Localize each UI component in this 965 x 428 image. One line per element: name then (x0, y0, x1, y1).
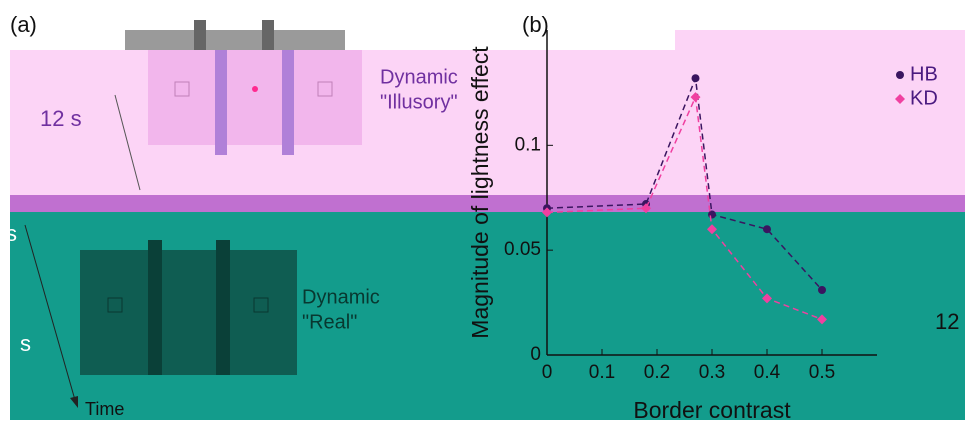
panel-label: (b) (522, 12, 549, 37)
condition: Dynamic (302, 286, 380, 308)
legend-label: KD (910, 87, 938, 109)
y-axis-label: Magnitude of lightness effect (467, 46, 493, 339)
top-band-ext (675, 30, 965, 50)
x-tick-label: 0 (542, 362, 553, 383)
x-tick-label: 0.1 (589, 362, 615, 383)
condition: Dynamic (380, 66, 458, 88)
fragment: s (20, 331, 31, 356)
legend-label: HB (910, 63, 938, 85)
marker (818, 286, 826, 294)
stimulus-bar (148, 240, 162, 375)
post (262, 20, 274, 50)
y-tick-label: 0 (530, 344, 541, 365)
post (194, 20, 206, 50)
fragment: 12 (935, 309, 959, 334)
condition: "Real" (302, 311, 357, 333)
time-label: Time (85, 399, 124, 419)
x-tick-label: 0.5 (809, 362, 835, 383)
y-tick-label: 0.1 (515, 134, 541, 155)
marker (708, 211, 716, 219)
duration: 12 s (40, 106, 82, 131)
figure: (a) 12 s s s Dynamic "Illusory" Dynamic … (0, 0, 965, 428)
stimulus-bar (215, 50, 227, 155)
stimulus (148, 50, 362, 145)
x-tick-label: 0.3 (699, 362, 725, 383)
stimulus-bar (282, 50, 294, 155)
marker (692, 74, 700, 82)
marker (763, 225, 771, 233)
x-axis-label: Border contrast (633, 397, 791, 423)
panel-label: (a) (10, 12, 37, 37)
y-tick-label: 0.05 (504, 239, 541, 260)
top-bar (125, 30, 345, 50)
fixation (252, 86, 258, 92)
stimulus-bar (216, 240, 230, 375)
fragment: s (6, 221, 17, 246)
condition: "Illusory" (380, 91, 458, 113)
x-tick-label: 0.4 (754, 362, 781, 383)
legend-marker (896, 71, 904, 79)
x-tick-label: 0.2 (644, 362, 670, 383)
